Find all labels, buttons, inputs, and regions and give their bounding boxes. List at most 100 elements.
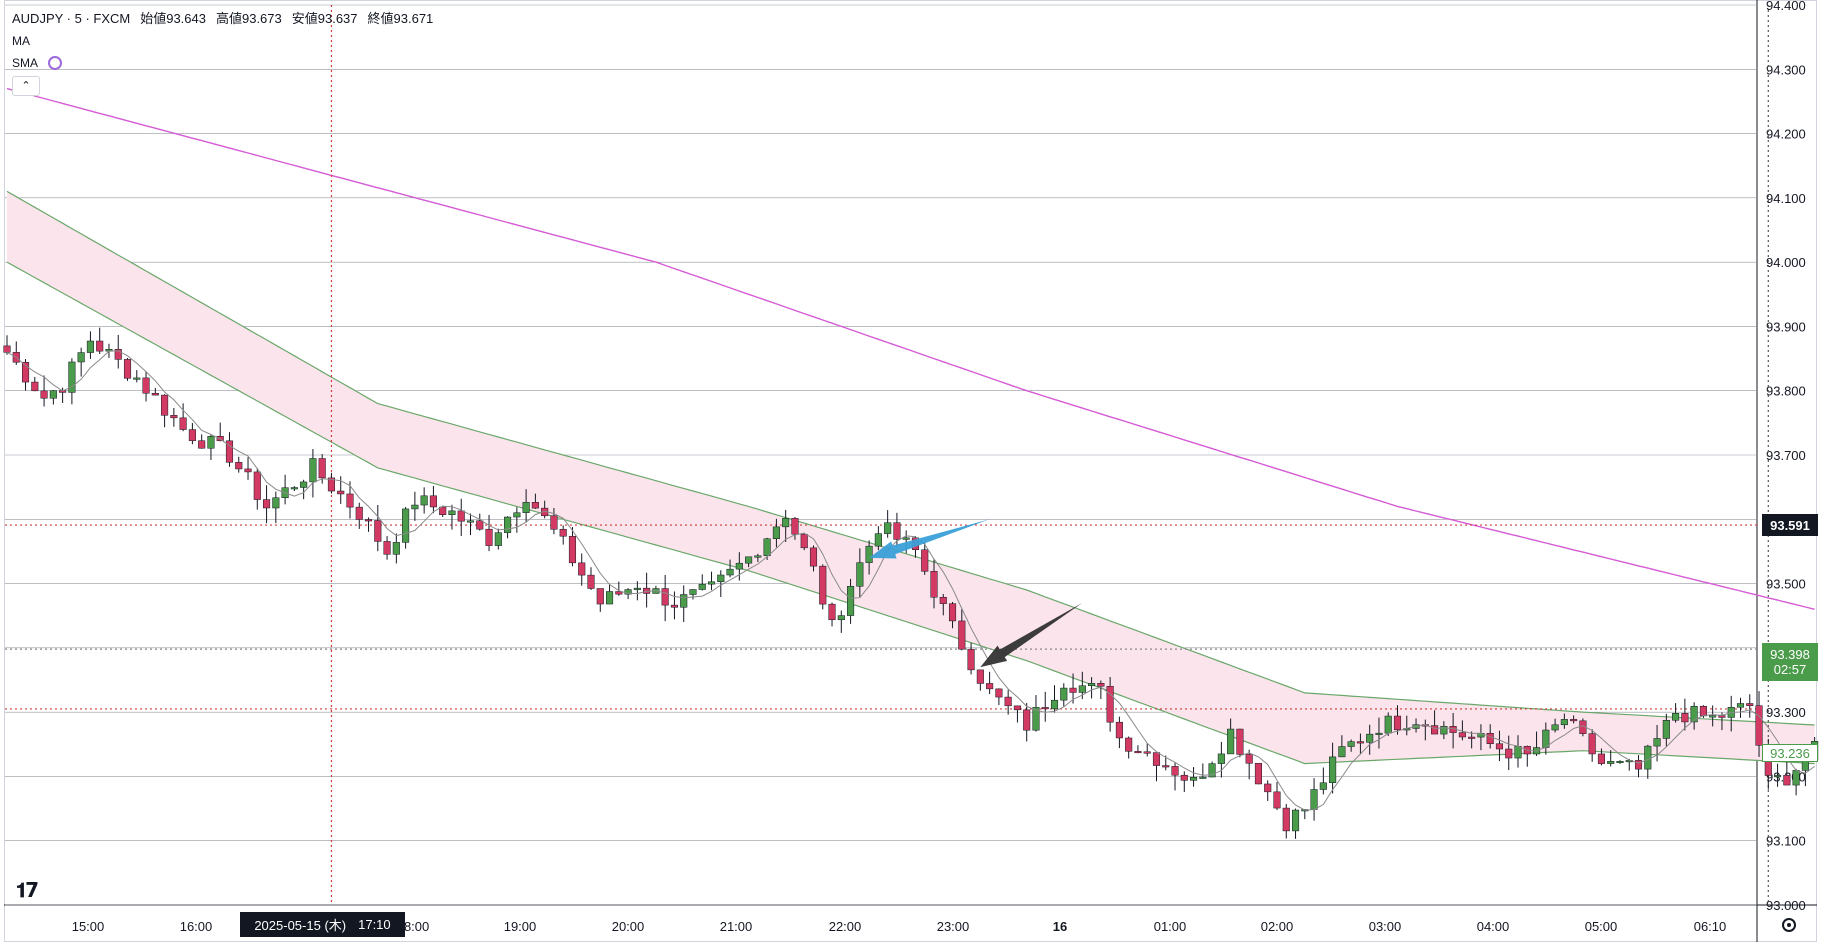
candle-body (133, 377, 141, 380)
x-tick-label: 05:00 (1585, 919, 1618, 934)
candle-body (1050, 699, 1059, 710)
x-tick-label: 15:00 (72, 919, 105, 934)
candle-body (235, 462, 243, 470)
candle-body (1551, 724, 1559, 731)
candle-body (717, 574, 725, 583)
candle-body (96, 340, 104, 352)
candle-body (1032, 707, 1040, 731)
candle-body (856, 562, 864, 587)
candle-body (420, 495, 428, 506)
candle-body (170, 415, 178, 419)
candle-body (1143, 751, 1151, 754)
candle-body (1774, 775, 1782, 778)
last-price: 93.398 (1770, 647, 1810, 662)
candle-body (439, 506, 447, 515)
candle-body (466, 520, 475, 523)
y-tick-label: 93.800 (1766, 384, 1806, 399)
candle-body (1607, 761, 1615, 764)
candle-body (1431, 725, 1439, 735)
crosshair-date: 2025-05-15 (木) (254, 918, 347, 933)
chart-legend: AUDJPY · 5 · FXCM 始値93.643 高値93.673 安値93… (12, 8, 433, 96)
bar-countdown: 02:57 (1773, 662, 1807, 677)
y-tick-label: 93.500 (1766, 577, 1806, 592)
candle-body (1310, 789, 1318, 810)
candle-body (1709, 715, 1717, 718)
candle-body (1236, 728, 1244, 755)
candle-body (1208, 763, 1216, 778)
candle-body (1755, 705, 1763, 746)
symbol-label[interactable]: AUDJPY · 5 · FXCM (12, 11, 131, 26)
candle-body (1245, 754, 1253, 764)
candle-body (346, 493, 354, 508)
candle-body (754, 555, 762, 558)
candle-body (494, 532, 502, 546)
loading-icon (48, 56, 63, 70)
candle-body (568, 535, 577, 564)
legend-ohlc-row: AUDJPY · 5 · FXCM 始値93.643 高値93.673 安値93… (12, 8, 433, 30)
candle-body (1162, 765, 1170, 768)
candle-body (884, 522, 892, 534)
candle-body (1662, 720, 1670, 739)
x-tick-label: 19:00 (504, 919, 537, 934)
candle-body (244, 468, 252, 473)
candle-body (1254, 763, 1263, 785)
candle-body (550, 515, 558, 530)
candle-body (272, 497, 280, 509)
candle-body (596, 588, 604, 605)
candle-body (1718, 715, 1726, 718)
legend-sma-row[interactable]: SMA (12, 52, 433, 74)
candle-body (1458, 732, 1466, 738)
candle-body (967, 648, 975, 671)
candle-body (1393, 715, 1402, 731)
candle-body (198, 440, 206, 449)
x-tick-label: 06:10 (1694, 919, 1727, 934)
cursor-price: 93.591 (1770, 517, 1810, 533)
candle-body (921, 549, 929, 572)
candle-body (1041, 707, 1049, 710)
candle-body (68, 361, 76, 393)
candle-body (1338, 746, 1346, 758)
candle-body (1078, 685, 1086, 693)
candle-body (1570, 719, 1578, 722)
candle-body (355, 506, 363, 520)
x-tick-label: 03:00 (1369, 919, 1402, 934)
candle-body (707, 581, 716, 585)
candle-body (800, 533, 808, 549)
candle-body (689, 589, 697, 595)
settings-gear-icon[interactable] (1782, 918, 1796, 932)
candle-body (337, 490, 345, 495)
candle-body (680, 594, 688, 608)
legend-ma-row[interactable]: MA (12, 30, 433, 52)
candle-body (782, 518, 790, 528)
candle-body (1097, 683, 1105, 687)
candle-body (624, 589, 632, 595)
candle-body (633, 587, 641, 590)
candle-body (1699, 705, 1707, 717)
candle-body (485, 528, 493, 546)
candle-body (948, 603, 957, 622)
annotation-arrow (980, 602, 1083, 668)
candle-body (1319, 782, 1327, 790)
candle-body (21, 361, 30, 383)
candle-body (179, 417, 187, 430)
candle-body (837, 615, 845, 621)
legend-collapse-button[interactable]: ⌃ (12, 76, 40, 96)
ma-indicator-label[interactable]: MA (12, 34, 30, 48)
candle-body (1069, 687, 1077, 693)
y-tick-label: 94.100 (1766, 191, 1806, 206)
candle-body (263, 499, 271, 509)
ma-price-badge: 93.236 (1762, 744, 1818, 763)
candle-body (1227, 728, 1235, 755)
candle-body (1264, 783, 1272, 793)
sma-indicator-label[interactable]: SMA (12, 56, 39, 70)
candle-body (3, 345, 11, 353)
candle-body (318, 458, 326, 479)
candle-body (1152, 752, 1161, 766)
candle-body (1171, 766, 1179, 776)
candle-body (809, 547, 818, 567)
candle-body (40, 390, 48, 399)
candle-body (77, 352, 85, 363)
candle-body (225, 440, 234, 463)
candle-body (1495, 743, 1504, 750)
